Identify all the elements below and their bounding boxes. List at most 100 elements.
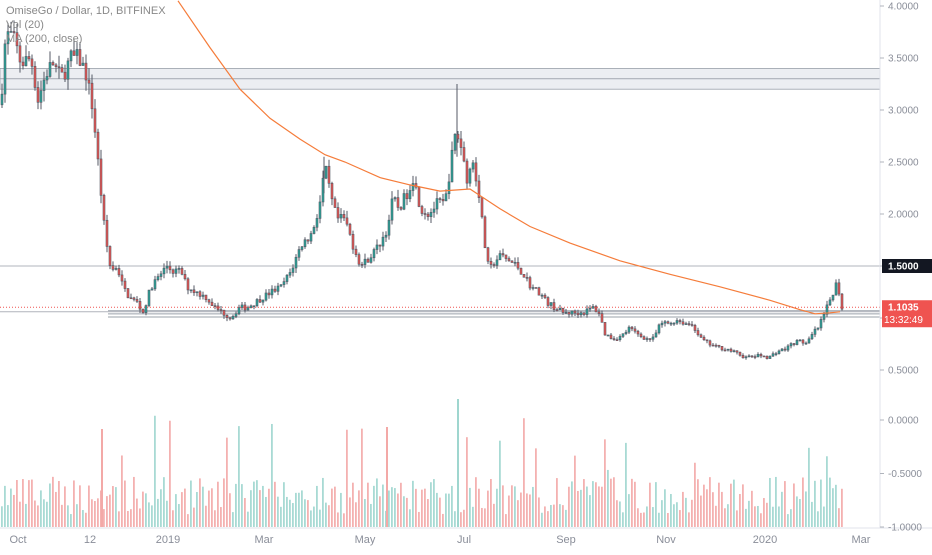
volume-bar <box>46 501 48 527</box>
volume-bar <box>301 490 303 527</box>
volume-bar <box>361 428 363 527</box>
candle-body <box>30 58 34 67</box>
candle-body <box>717 344 721 347</box>
candle-body <box>735 350 739 353</box>
volume-bar <box>445 493 447 527</box>
volume-bar <box>463 509 465 527</box>
time-tick-label: Jul <box>457 534 471 546</box>
time-tick-label: Nov <box>656 534 676 546</box>
volume-bar <box>34 500 36 527</box>
volume-bar <box>250 490 252 527</box>
volume-bar <box>397 493 399 527</box>
volume-bar <box>784 481 786 527</box>
candle-body <box>114 268 118 270</box>
volume-bar <box>373 485 375 527</box>
candle-body <box>822 313 826 320</box>
volume-bar <box>415 488 417 527</box>
candle-body <box>825 304 829 315</box>
candle-body <box>63 71 67 80</box>
volume-bar <box>409 509 411 527</box>
volume-bar <box>517 500 519 527</box>
volume-bar <box>451 485 453 527</box>
volume-bar <box>586 486 588 527</box>
candle-body <box>333 198 337 208</box>
volume-bar <box>370 503 372 527</box>
volume-bar <box>646 506 648 527</box>
volume-bar <box>511 485 513 527</box>
candle-body <box>264 292 268 301</box>
candle-body <box>672 322 676 325</box>
volume-bar <box>262 485 264 527</box>
candle-body <box>234 313 238 317</box>
volume-bar <box>94 500 96 527</box>
volume-bar <box>604 439 606 527</box>
volume-bar <box>307 500 309 527</box>
volume-bar <box>28 480 30 527</box>
volume-bar <box>685 497 687 527</box>
volume-bar <box>346 429 348 527</box>
candle-body <box>291 267 295 273</box>
candle-body <box>477 180 481 198</box>
volume-bar <box>136 498 138 527</box>
candle-body <box>480 197 484 218</box>
candle-body <box>507 258 511 262</box>
candle-body <box>357 254 361 265</box>
volume-bar <box>154 415 156 527</box>
volume-bar <box>340 492 342 527</box>
candle-body <box>738 351 742 356</box>
candle-body <box>582 312 586 315</box>
candle-body <box>474 162 478 182</box>
candle-body <box>150 288 154 291</box>
candle-body <box>75 49 79 56</box>
candle-body <box>417 186 421 207</box>
volume-bar <box>4 485 6 527</box>
candle-body <box>165 265 169 269</box>
candle-body <box>252 305 256 308</box>
volume-bar <box>595 482 597 527</box>
volume-bar <box>682 491 684 527</box>
candle-body <box>678 320 682 323</box>
volume-bar <box>271 423 273 527</box>
volume-bar <box>691 499 693 527</box>
candle-body <box>9 31 13 33</box>
candle-body <box>531 287 535 289</box>
volume-bar <box>433 479 435 527</box>
candle-body <box>696 330 700 336</box>
volume-bar <box>355 502 357 527</box>
candle-body <box>132 297 136 300</box>
volume-bar <box>52 476 54 527</box>
volume-bar <box>775 476 777 527</box>
candle-body <box>177 268 181 270</box>
volume-bar <box>724 508 726 527</box>
candle-body <box>57 66 61 69</box>
volume-bar <box>514 486 516 527</box>
volume-bar <box>223 478 225 527</box>
candle-body <box>789 343 793 347</box>
volume-bar <box>193 507 195 527</box>
volume-bar <box>751 490 753 527</box>
candle-body <box>684 323 688 325</box>
candle-body <box>483 216 487 249</box>
volume-bar <box>403 496 405 527</box>
candle-body <box>300 246 304 250</box>
volume-bar <box>31 479 33 527</box>
volume-bar <box>649 482 651 527</box>
candle-body <box>624 331 628 334</box>
candle-body <box>261 299 265 303</box>
volume-bar <box>523 418 525 527</box>
candle-body <box>810 334 814 340</box>
candle-body <box>450 149 454 183</box>
volume-bar <box>754 506 756 527</box>
candle-body <box>765 355 769 359</box>
volume-bar <box>643 512 645 527</box>
candle-body <box>210 301 214 306</box>
volume-bar <box>448 493 450 527</box>
volume-bar <box>13 494 15 527</box>
volume-bar <box>592 481 594 527</box>
candle-body <box>60 67 64 73</box>
volume-bar <box>838 508 840 527</box>
candle-body <box>51 62 55 66</box>
candle-body <box>15 32 19 47</box>
